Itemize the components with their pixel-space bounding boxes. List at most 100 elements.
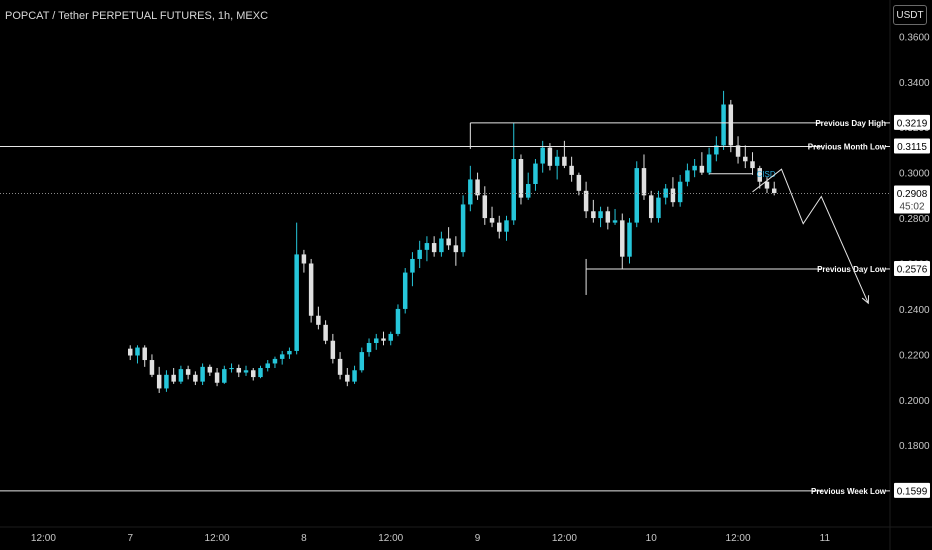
candle	[236, 364, 242, 378]
candle	[453, 236, 459, 266]
candle	[229, 363, 234, 373]
candle-body	[706, 154, 712, 173]
level-line-group: Previous Day High 0.3219	[469, 114, 930, 149]
candle-body	[583, 190, 589, 212]
cisd-annotation: CISD	[709, 170, 776, 179]
price-tick-label: 0.3600	[899, 32, 930, 43]
candle	[395, 304, 401, 337]
candle	[706, 147, 712, 175]
candle	[323, 320, 328, 345]
candle	[142, 345, 147, 367]
candle	[656, 190, 661, 223]
candle	[207, 364, 213, 376]
candle-body	[591, 211, 596, 219]
candle-body	[648, 195, 654, 219]
time-tick-label: 8	[301, 533, 307, 544]
currency-button[interactable]: USDT	[893, 5, 927, 25]
candle-body	[554, 156, 560, 166]
levels: Previous Day High 0.3219 Previous Month Lo…	[0, 114, 930, 498]
level-label: Previous Week Low	[811, 487, 887, 496]
current-price-text: 0.2908	[897, 189, 928, 200]
candle-body	[612, 220, 618, 223]
candle	[200, 363, 205, 386]
candle-body	[685, 170, 690, 182]
candle	[627, 218, 632, 264]
candle-body	[417, 249, 422, 259]
symbol-title: POPCAT / Tether PERPETUAL FUTURES, 1h, M…	[5, 10, 269, 22]
candle	[591, 199, 596, 223]
time-tick-label: 11	[820, 533, 831, 544]
candle	[214, 367, 220, 387]
candle	[735, 136, 741, 164]
candle	[402, 268, 408, 314]
candle-body	[222, 369, 227, 383]
candle-body	[243, 370, 249, 373]
candle-body	[728, 104, 734, 146]
candle-body	[374, 338, 379, 344]
candle-body	[193, 374, 198, 382]
candle	[728, 99, 734, 153]
candle-body	[142, 347, 147, 361]
candle	[583, 181, 589, 219]
candle-body	[771, 188, 777, 194]
level-price-text: 0.1599	[897, 486, 928, 497]
candle	[308, 258, 314, 323]
price-tick-label: 0.2000	[899, 396, 930, 407]
candle	[648, 190, 654, 223]
candle-body	[236, 367, 242, 373]
time-tick-label: 12:00	[31, 533, 56, 544]
candle	[128, 345, 133, 361]
candle-body	[764, 181, 770, 189]
price-tick-label: 0.2800	[899, 214, 930, 225]
candle	[171, 367, 176, 384]
candle	[605, 206, 611, 230]
candle	[475, 172, 480, 200]
candle	[265, 360, 270, 372]
candle-body	[388, 333, 393, 341]
candle-body	[714, 145, 719, 155]
candle-body	[287, 350, 292, 355]
candle	[359, 347, 365, 373]
candle-body	[149, 360, 155, 375]
candle	[352, 365, 357, 384]
candle	[569, 156, 574, 182]
level-price-tag	[894, 482, 930, 498]
projection-path	[752, 168, 870, 305]
candle-body	[431, 243, 437, 253]
countdown-text: 45:02	[899, 202, 924, 213]
candle-body	[352, 370, 357, 382]
candle	[576, 172, 582, 196]
level-price-tag	[894, 138, 930, 154]
candle	[301, 249, 307, 273]
candle-body	[395, 308, 401, 334]
time-tick-label: 12:00	[726, 533, 751, 544]
candle-body	[497, 222, 502, 232]
price-tick-label: 0.1800	[899, 441, 930, 452]
candle-body	[482, 195, 488, 219]
candle	[424, 236, 430, 262]
candle-body	[323, 324, 328, 341]
candle-body	[663, 188, 668, 198]
candle	[431, 236, 437, 257]
candle-body	[634, 168, 639, 223]
candle	[468, 165, 473, 212]
level-line-group: Previous Day Low 0.2576	[585, 258, 930, 295]
candle	[330, 333, 336, 364]
candle	[388, 331, 393, 346]
projection-line	[752, 168, 869, 304]
candle	[562, 140, 567, 169]
level-label: Previous Month Low	[808, 143, 887, 152]
candle	[634, 161, 639, 228]
price-tick-label: 0.2400	[899, 305, 930, 316]
price-tick-label: 0.3000	[899, 169, 930, 180]
candle-body	[721, 104, 726, 146]
candle	[641, 154, 647, 200]
candle-body	[677, 181, 683, 203]
candle	[185, 365, 191, 380]
candle	[692, 159, 697, 178]
current-price-tag	[894, 185, 930, 214]
candle	[439, 231, 444, 257]
candle-body	[460, 204, 466, 253]
